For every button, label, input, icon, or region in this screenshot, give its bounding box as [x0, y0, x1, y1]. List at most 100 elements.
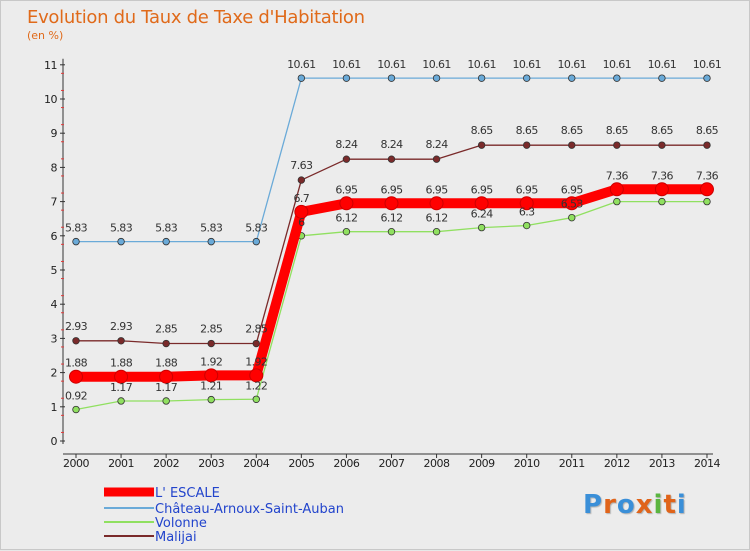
legend-item-l-escale: L' ESCALE — [104, 486, 220, 501]
data-label-ch-teau-arnoux-saint-auban: 10.61 — [693, 58, 722, 71]
data-point-volonne — [252, 395, 260, 403]
data-point-ch-teau-arnoux-saint-auban — [432, 74, 441, 82]
legend-item-malijai: Malijai — [104, 530, 197, 545]
data-point-ch-teau-arnoux-saint-auban — [703, 74, 711, 82]
data-label-malijai: 2.85 — [155, 323, 178, 336]
data-label-volonne: 1.17 — [110, 381, 133, 394]
y-tick-label: 8 — [51, 161, 58, 174]
data-point-volonne — [72, 405, 80, 414]
data-point-malijai — [207, 339, 215, 348]
y-tick-label: 11 — [44, 59, 57, 72]
legend: L' ESCALEChâteau-Arnoux-Saint-AubanVolon… — [104, 486, 344, 545]
x-tick-label: 2014 — [694, 457, 720, 470]
data-label-volonne: 6.12 — [380, 212, 402, 225]
data-label-l-escale: 6.95 — [426, 183, 449, 196]
data-point-l-escale — [204, 368, 219, 383]
data-point-volonne — [432, 227, 441, 236]
logo-letter: i — [676, 490, 687, 520]
data-label-volonne: 1.22 — [245, 379, 267, 392]
data-label-malijai: 8.65 — [696, 124, 719, 137]
data-label-ch-teau-arnoux-saint-auban: 5.83 — [155, 222, 178, 235]
data-label-l-escale: 1.88 — [155, 357, 178, 370]
data-point-ch-teau-arnoux-saint-auban — [613, 74, 621, 82]
data-label-volonne: 0.92 — [65, 390, 87, 403]
data-label-l-escale: 1.88 — [65, 357, 88, 370]
x-tick-label: 2010 — [514, 457, 540, 470]
y-tick-label: 1 — [51, 401, 58, 414]
series-malijai — [72, 141, 711, 348]
data-point-l-escale — [384, 196, 399, 211]
data-point-malijai — [252, 339, 260, 348]
logo-letter: o — [616, 490, 636, 520]
data-point-volonne — [387, 227, 396, 236]
data-label-malijai: 8.65 — [561, 124, 584, 137]
data-label-malijai: 2.85 — [200, 323, 223, 336]
y-tick-label: 5 — [51, 264, 58, 277]
data-point-l-escale — [249, 368, 264, 383]
data-label-ch-teau-arnoux-saint-auban: 5.83 — [200, 222, 223, 235]
data-label-l-escale: 6.7 — [293, 192, 309, 205]
data-point-l-escale — [474, 196, 489, 211]
data-label-l-escale: 6.95 — [380, 183, 403, 196]
data-label-malijai: 7.63 — [290, 159, 313, 172]
x-tick-label: 2002 — [153, 457, 179, 470]
data-label-l-escale: 1.88 — [110, 357, 133, 370]
data-label-malijai: 8.65 — [606, 124, 629, 137]
x-tick-label: 2003 — [198, 457, 224, 470]
data-point-l-escale — [114, 369, 129, 384]
data-label-l-escale: 6.95 — [471, 183, 494, 196]
data-label-malijai: 8.65 — [516, 124, 539, 137]
x-tick-label: 2009 — [469, 457, 495, 470]
series-volonne — [72, 197, 711, 414]
data-point-malijai — [342, 155, 351, 163]
data-label-volonne: 6.24 — [471, 208, 494, 221]
y-tick-label: 7 — [51, 196, 58, 209]
data-point-ch-teau-arnoux-saint-auban — [252, 237, 260, 246]
data-label-ch-teau-arnoux-saint-auban: 10.61 — [512, 58, 541, 71]
data-label-malijai: 8.24 — [335, 138, 358, 151]
data-point-malijai — [658, 141, 666, 149]
data-point-ch-teau-arnoux-saint-auban — [297, 74, 306, 82]
data-point-l-escale — [609, 182, 624, 197]
data-label-ch-teau-arnoux-saint-auban: 10.61 — [377, 58, 406, 71]
y-tick-label: 9 — [51, 127, 58, 140]
legend-label: Malijai — [155, 530, 197, 545]
data-label-ch-teau-arnoux-saint-auban: 10.61 — [422, 58, 451, 71]
data-point-l-escale — [519, 196, 534, 211]
proxiti-logo: Proxiti — [583, 490, 687, 520]
data-label-ch-teau-arnoux-saint-auban: 10.61 — [287, 58, 316, 71]
legend-item-volonne: Volonne — [104, 516, 207, 531]
data-point-l-escale — [699, 182, 714, 197]
data-label-l-escale: 7.36 — [651, 169, 674, 182]
data-label-volonne: 6.3 — [519, 206, 535, 219]
data-point-l-escale — [339, 196, 354, 211]
legend-label: L' ESCALE — [155, 486, 220, 501]
data-label-ch-teau-arnoux-saint-auban: 10.61 — [603, 58, 632, 71]
data-point-volonne — [613, 197, 621, 206]
data-label-l-escale: 7.36 — [606, 169, 629, 182]
x-tick-label: 2006 — [333, 457, 359, 470]
data-point-malijai — [523, 141, 531, 149]
data-label-ch-teau-arnoux-saint-auban: 5.83 — [110, 222, 133, 235]
data-label-l-escale: 1.92 — [200, 355, 222, 368]
logo-letter: r — [603, 490, 617, 520]
data-label-ch-teau-arnoux-saint-auban: 10.61 — [332, 58, 361, 71]
data-label-l-escale: 1.92 — [245, 355, 267, 368]
data-label-volonne: 6 — [298, 216, 305, 229]
data-point-ch-teau-arnoux-saint-auban — [387, 74, 396, 82]
data-label-volonne: 6.53 — [561, 198, 584, 211]
data-label-volonne: 1.21 — [200, 380, 222, 393]
x-tick-label: 2004 — [243, 457, 269, 470]
data-label-volonne: 6.12 — [426, 212, 448, 225]
data-point-l-escale — [294, 204, 309, 219]
data-label-l-escale: 6.95 — [561, 183, 584, 196]
data-label-malijai: 2.85 — [245, 323, 268, 336]
data-point-ch-teau-arnoux-saint-auban — [658, 74, 666, 82]
data-label-malijai: 8.24 — [380, 138, 403, 151]
x-tick-label: 2005 — [288, 457, 314, 470]
data-label-malijai: 2.93 — [110, 320, 133, 333]
y-tick-label: 6 — [51, 230, 58, 243]
series-l-escale — [69, 182, 714, 384]
